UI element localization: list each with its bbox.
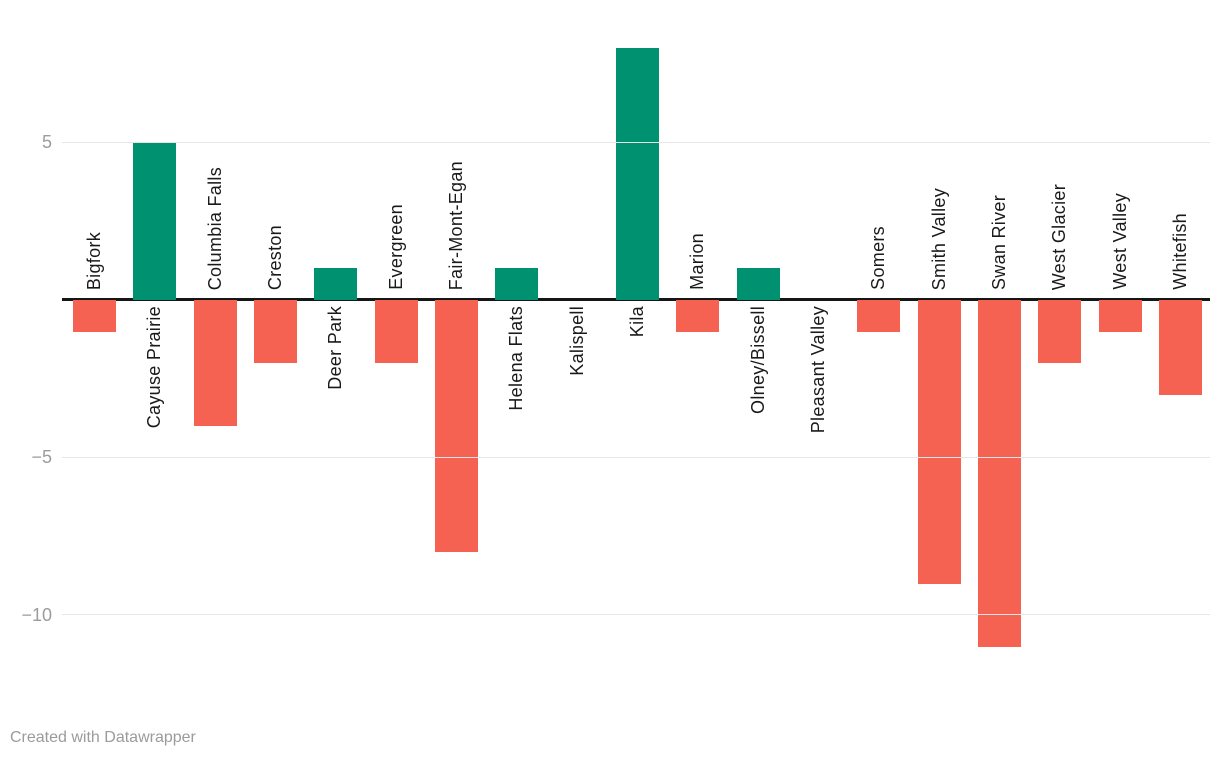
- category-label: Somers: [868, 226, 888, 290]
- y-tick-label: −10: [21, 604, 52, 625]
- category-label: Helena Flats: [506, 306, 526, 411]
- category-label: Marion: [687, 233, 707, 290]
- category-label: Whitefish: [1170, 213, 1190, 290]
- category-label: Kalispell: [567, 306, 587, 376]
- category-label: Deer Park: [325, 306, 345, 390]
- category-label: Kila: [627, 306, 647, 338]
- bar-west-valley[interactable]: [1099, 300, 1142, 332]
- bar-columbia-falls[interactable]: [194, 300, 237, 426]
- category-label: Smith Valley: [929, 187, 949, 290]
- bar-creston[interactable]: [254, 300, 297, 363]
- gridline: [62, 456, 1210, 458]
- category-label: West Valley: [1110, 193, 1130, 290]
- category-label: Bigfork: [84, 231, 104, 290]
- bar-evergreen[interactable]: [375, 300, 418, 363]
- y-tick-label: 5: [41, 132, 52, 152]
- category-label: Fair-Mont-Egan: [446, 160, 466, 290]
- bar-whitefish[interactable]: [1159, 300, 1202, 395]
- category-label: Pleasant Valley: [808, 306, 828, 434]
- bar-west-glacier[interactable]: [1038, 300, 1081, 363]
- gridline: [62, 141, 1210, 143]
- bar-somers[interactable]: [857, 300, 900, 332]
- bar-fair-mont-egan[interactable]: [435, 300, 478, 552]
- datawrapper-credit[interactable]: Created with Datawrapper: [10, 729, 196, 746]
- category-label: Swan River: [989, 194, 1009, 290]
- bar-olney-bissell[interactable]: [737, 268, 780, 300]
- bar-marion[interactable]: [676, 300, 719, 332]
- bar-kila[interactable]: [616, 48, 659, 300]
- category-label: West Glacier: [1049, 183, 1069, 290]
- y-tick-label: −5: [31, 447, 52, 467]
- gridline: [62, 614, 1210, 615]
- category-label: Cayuse Prairie: [144, 306, 164, 429]
- bar-deer-park[interactable]: [314, 268, 357, 300]
- bar-cayuse-prairie[interactable]: [133, 142, 176, 300]
- bar-helena-flats[interactable]: [495, 268, 538, 300]
- category-label: Olney/Bissell: [748, 306, 768, 414]
- bar-swan-river[interactable]: [978, 300, 1021, 647]
- category-label: Evergreen: [386, 204, 406, 290]
- bar-smith-valley[interactable]: [918, 300, 961, 584]
- bar-bigfork[interactable]: [73, 300, 116, 332]
- category-label: Creston: [265, 224, 285, 290]
- category-label: Columbia Falls: [205, 166, 225, 290]
